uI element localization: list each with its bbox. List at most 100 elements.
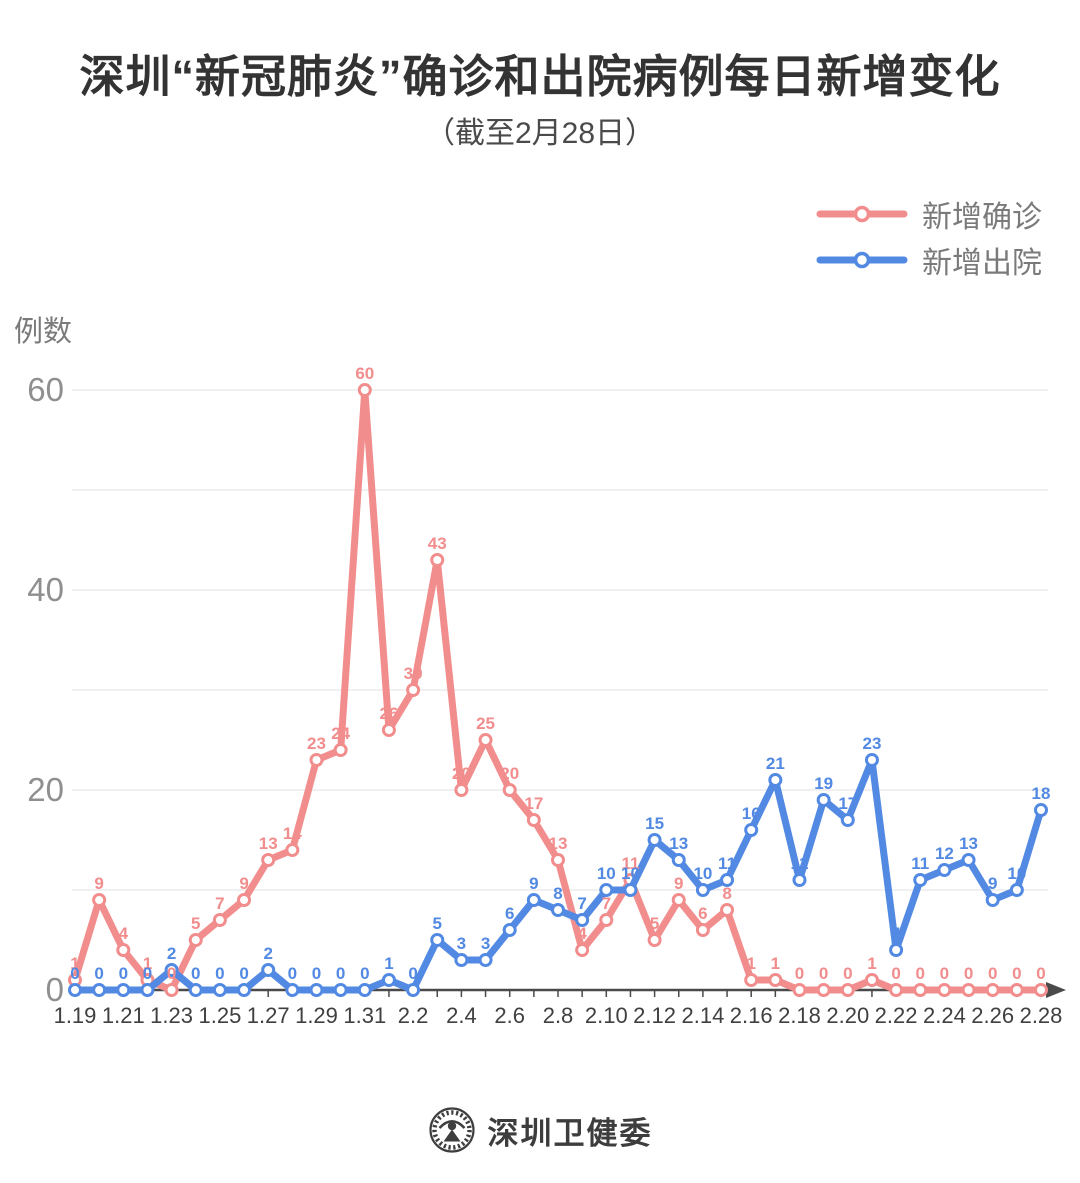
discharged-point (792, 873, 807, 887)
confirmed-value-label: 1 (867, 954, 876, 973)
confirmed-point (816, 983, 831, 997)
discharged-point (478, 953, 493, 967)
x-tick-label: 1.25 (198, 1003, 241, 1028)
discharged-point (92, 983, 107, 997)
confirmed-point (1034, 983, 1048, 997)
discharged-point (406, 983, 421, 997)
discharged-point (261, 963, 276, 977)
y-tick-label: 20 (27, 771, 64, 808)
discharged-point (599, 883, 614, 897)
confirmed-point (526, 813, 541, 827)
confirmed-line-swatch-icon (816, 205, 908, 223)
x-tick-label: 1.31 (343, 1003, 386, 1028)
legend-label-discharged: 新增出院 (922, 247, 1042, 280)
x-tick-label: 1.21 (102, 1003, 145, 1028)
discharged-point (333, 983, 348, 997)
confirmed-point (744, 973, 759, 987)
discharged-point (889, 943, 904, 957)
x-tick-label: 2.20 (826, 1003, 869, 1028)
confirmed-value-label: 6 (698, 904, 707, 923)
confirmed-point (961, 983, 976, 997)
confirmed-value-label: 43 (428, 534, 447, 553)
discharged-point (237, 983, 252, 997)
discharged-value-label: 4 (891, 924, 901, 943)
discharged-value-label: 0 (94, 964, 103, 983)
confirmed-value-label: 9 (239, 874, 248, 893)
discharged-point (720, 873, 735, 887)
discharged-point (647, 833, 662, 847)
y-tick-label: 60 (27, 371, 64, 408)
discharged-point (430, 933, 445, 947)
confirmed-point (792, 983, 807, 997)
confirmed-value-label: 26 (379, 704, 398, 723)
discharged-value-label: 10 (1007, 864, 1026, 883)
confirmed-point (720, 903, 735, 917)
confirmed-point (261, 853, 276, 867)
discharged-point (768, 773, 783, 787)
discharged-value-label: 0 (191, 964, 200, 983)
confirmed-point (647, 933, 662, 947)
discharged-point (502, 923, 517, 937)
discharged-value-label: 11 (911, 854, 929, 873)
discharged-value-label: 3 (481, 934, 490, 953)
footer: 深圳卫健委 (0, 1106, 1080, 1154)
x-tick-label: 1.29 (295, 1003, 338, 1028)
discharged-value-label: 0 (215, 964, 224, 983)
discharged-value-label: 0 (119, 964, 128, 983)
discharged-point (575, 913, 590, 927)
confirmed-value-label: 20 (500, 764, 519, 783)
confirmed-value-label: 13 (259, 834, 278, 853)
discharged-value-label: 21 (766, 754, 785, 773)
x-tick-label: 2.14 (681, 1003, 724, 1028)
confirmed-point (913, 983, 928, 997)
discharged-point (695, 883, 710, 897)
confirmed-value-label: 0 (843, 964, 852, 983)
discharged-value-label: 11 (791, 854, 809, 873)
confirmed-point (864, 973, 879, 987)
discharged-value-label: 23 (862, 734, 881, 753)
discharged-point (116, 983, 131, 997)
discharged-value-label: 2 (167, 944, 176, 963)
discharged-point (551, 903, 565, 917)
confirmed-value-label: 30 (404, 664, 423, 683)
discharged-value-label: 8 (553, 884, 562, 903)
page-subtitle: （截至2月28日） (424, 117, 656, 150)
legend-item-confirmed: 新增确诊 (816, 194, 1042, 234)
discharged-value-label: 15 (645, 814, 664, 833)
discharged-point (913, 873, 928, 887)
discharged-value-label: 0 (336, 964, 345, 983)
confirmed-point (92, 893, 107, 907)
discharged-value-label: 6 (505, 904, 514, 923)
confirmed-value-label: 1 (70, 954, 79, 973)
discharged-point (309, 983, 324, 997)
page-title: 深圳“新冠肺炎”确诊和出院病例每日新增变化 (79, 51, 1001, 102)
confirmed-value-label: 0 (964, 964, 973, 983)
discharged-point (937, 863, 952, 877)
discharged-point (285, 983, 300, 997)
discharged-value-label: 19 (814, 774, 833, 793)
confirmed-value-label: 0 (1012, 964, 1021, 983)
legend-label-confirmed: 新增确诊 (922, 201, 1042, 234)
discharged-value-label: 7 (577, 894, 586, 913)
confirmed-point (575, 943, 590, 957)
discharged-value-label: 13 (959, 834, 978, 853)
confirmed-value-label: 0 (167, 964, 176, 983)
discharged-point (381, 973, 396, 987)
discharged-value-label: 0 (288, 964, 297, 983)
x-tick-label: 2.8 (543, 1003, 574, 1028)
discharged-point (864, 753, 879, 767)
x-tick-label: 2.4 (446, 1003, 477, 1028)
x-axis-arrow-icon (1046, 982, 1066, 998)
confirmed-point (188, 933, 203, 947)
legend-item-discharged: 新增出院 (816, 240, 1042, 280)
x-tick-label: 2.2 (398, 1003, 429, 1028)
confirmed-value-label: 1 (143, 954, 152, 973)
x-tick-label: 2.6 (494, 1003, 525, 1028)
discharged-value-label: 0 (408, 964, 417, 983)
confirmed-point (454, 783, 469, 797)
discharged-point (188, 983, 203, 997)
confirmed-value-label: 0 (916, 964, 925, 983)
discharged-point (526, 893, 541, 907)
